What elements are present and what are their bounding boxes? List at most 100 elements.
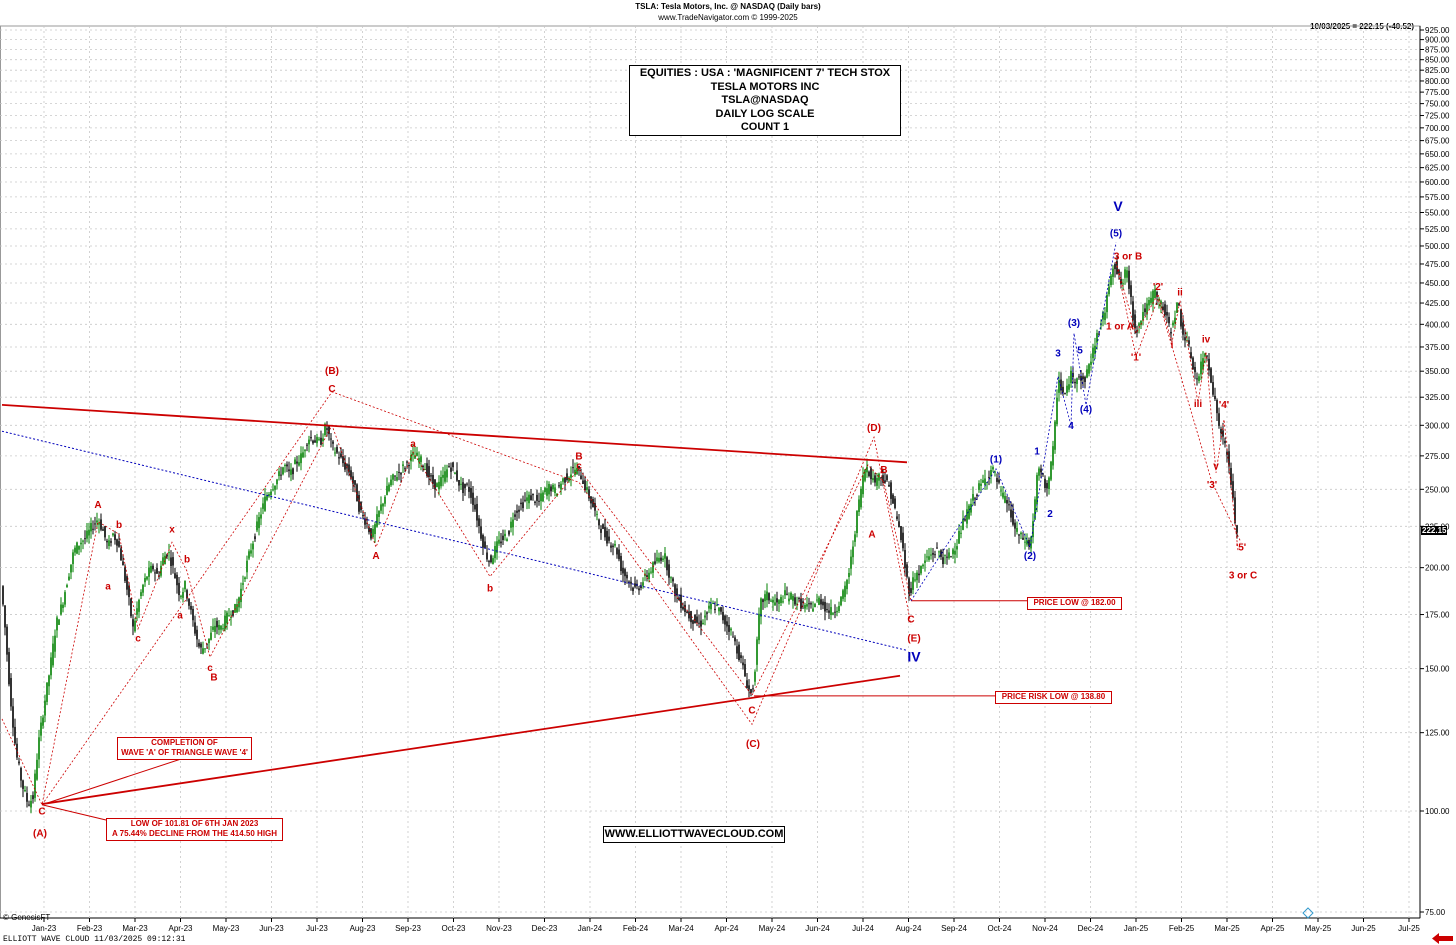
candle-body	[1108, 286, 1110, 295]
candle-body	[1206, 355, 1208, 357]
candle-body	[632, 587, 634, 592]
candle-body	[1022, 537, 1024, 540]
wave-label: 5	[1077, 346, 1083, 357]
candle-body	[992, 467, 994, 470]
candle-body	[1060, 379, 1062, 391]
candle-body	[622, 567, 624, 574]
wave-label: '1'	[1131, 352, 1141, 363]
x-tick-label: Jul-24	[852, 924, 874, 933]
candle-body	[528, 494, 530, 504]
wave-label: c	[135, 634, 141, 645]
candle-body	[922, 564, 924, 567]
candle-body	[1120, 278, 1122, 285]
wave-label: (D)	[867, 423, 881, 434]
scroll-left-arrow-icon[interactable]	[1432, 933, 1454, 944]
candle-body	[190, 605, 192, 610]
candle-body	[176, 574, 178, 586]
candle-body	[718, 607, 720, 612]
candle-body	[548, 483, 550, 495]
candle-body	[1148, 299, 1150, 306]
candle-body	[488, 561, 490, 563]
candle-body	[274, 485, 276, 490]
note-line: A 75.44% DECLINE FROM THE 414.50 HIGH	[111, 829, 278, 838]
candle-body	[1034, 499, 1036, 520]
candle-body	[400, 472, 402, 475]
candle-body	[834, 611, 836, 613]
candle-body	[1124, 269, 1126, 278]
candle-body	[42, 717, 44, 726]
candle-body	[1122, 283, 1124, 285]
candle-body	[284, 465, 286, 467]
x-tick-label: Mar-23	[122, 924, 148, 933]
candle-body	[18, 761, 20, 764]
candle-body	[402, 464, 404, 467]
candle-body	[2, 586, 4, 605]
candle-body	[1188, 340, 1190, 345]
wave-path	[1, 424, 912, 807]
wave-label: B	[880, 465, 887, 476]
candle-body	[174, 573, 176, 579]
candle-body	[392, 474, 394, 480]
candle-body	[984, 478, 986, 486]
candle-body	[374, 524, 376, 535]
y-tick-label: 400.00	[1425, 320, 1450, 329]
candle-body	[1088, 364, 1090, 374]
candle-body	[610, 545, 612, 548]
candle-body	[746, 680, 748, 689]
candle-body	[1162, 306, 1164, 311]
candle-body	[502, 535, 504, 541]
candle-body	[1192, 357, 1194, 370]
candle-body	[738, 644, 740, 660]
candle-body	[80, 542, 82, 545]
y-tick-label: 475.00	[1425, 260, 1450, 269]
candle-body	[980, 483, 982, 486]
candle-body	[78, 545, 80, 550]
candle-body	[1212, 382, 1214, 395]
candle-body	[132, 619, 134, 627]
candle-body	[828, 610, 830, 613]
wave-label: (1)	[990, 454, 1002, 465]
candle-body	[300, 453, 302, 464]
candle-body	[872, 478, 874, 481]
x-tick-label: Apr-25	[1260, 924, 1285, 933]
x-tick-label: Apr-24	[714, 924, 739, 933]
candle-body	[696, 616, 698, 623]
wave-label: i	[1171, 340, 1174, 351]
candle-body	[54, 635, 56, 652]
candle-body	[1080, 375, 1082, 381]
y-tick-label: 925.00	[1425, 26, 1450, 35]
candle-body	[798, 598, 800, 600]
candle-body	[98, 522, 100, 525]
candle-body	[186, 590, 188, 599]
wave-label: iii	[1194, 399, 1203, 410]
candle-body	[1024, 541, 1026, 543]
candle-body	[680, 594, 682, 609]
y-tick-label: 300.00	[1425, 421, 1450, 430]
candle-body	[518, 509, 520, 512]
candle-body	[438, 481, 440, 490]
candle-body	[860, 488, 862, 508]
candle-body	[1110, 275, 1112, 285]
candle-body	[1062, 386, 1064, 393]
candle-body	[954, 550, 956, 555]
candle-body	[136, 608, 138, 615]
candle-body	[338, 457, 340, 459]
info-line: EQUITIES : USA : 'MAGNIFICENT 7' TECH ST…	[639, 67, 891, 79]
candle-body	[404, 468, 406, 470]
candle-body	[1224, 440, 1226, 444]
candle-body	[982, 480, 984, 483]
candle-body	[410, 455, 412, 462]
candle-body	[1038, 468, 1040, 476]
candle-body	[154, 572, 156, 574]
candle-body	[1134, 314, 1136, 329]
candle-body	[96, 520, 98, 523]
candle-body	[590, 496, 592, 504]
candle-body	[194, 622, 196, 634]
candle-body	[904, 550, 906, 569]
candle-body	[46, 682, 48, 702]
candle-body	[416, 452, 418, 456]
candle-body	[792, 595, 794, 601]
candle-body	[202, 648, 204, 654]
candle-body	[252, 543, 254, 550]
candle-body	[1030, 537, 1032, 549]
